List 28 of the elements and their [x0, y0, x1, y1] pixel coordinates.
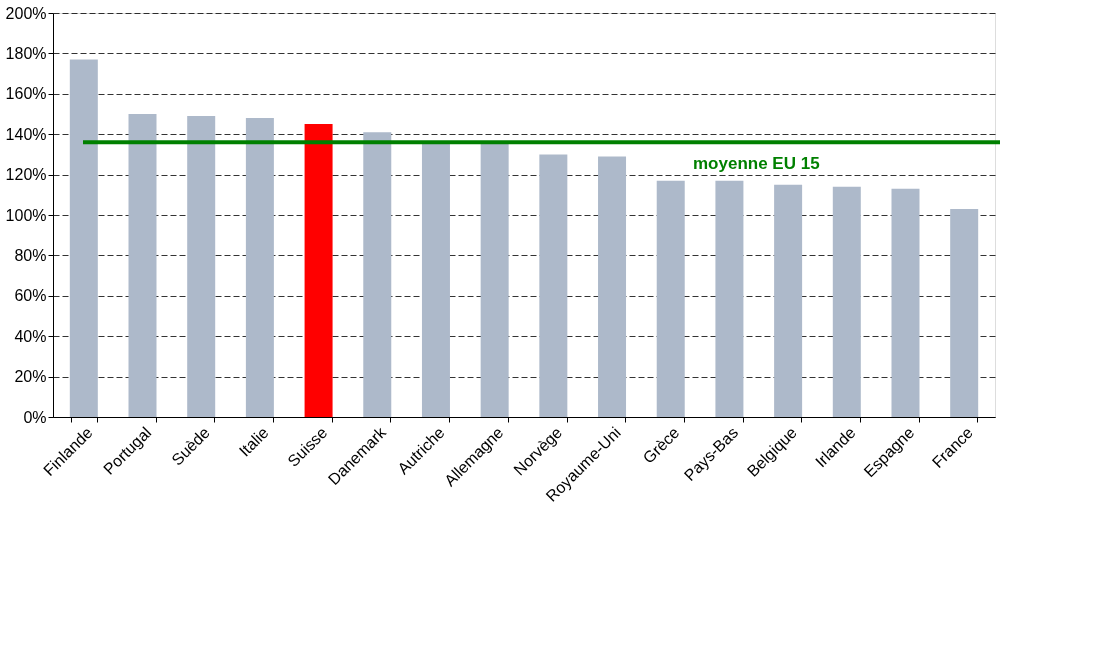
bar: [774, 184, 803, 417]
bar: [832, 186, 861, 417]
y-tick-label: 20%: [14, 368, 47, 386]
y-tick-label: 40%: [14, 327, 47, 345]
bar: [421, 142, 450, 417]
bar: [656, 180, 685, 417]
y-tick-label: 160%: [5, 85, 47, 103]
y-tick-label: 180%: [5, 44, 47, 62]
bar: [187, 116, 216, 417]
bar: [69, 59, 98, 417]
ref-line-label: moyenne EU 15: [693, 154, 820, 174]
y-tick-label: 120%: [5, 166, 47, 184]
bar: [304, 124, 333, 417]
bar: [715, 180, 744, 417]
bar: [598, 156, 627, 417]
y-tick-label: 200%: [5, 4, 47, 22]
bar: [539, 154, 568, 417]
bar: [950, 208, 979, 417]
bar: [363, 132, 392, 417]
bar: [891, 188, 920, 417]
y-tick-label: 0%: [23, 408, 47, 426]
bar: [128, 114, 157, 417]
y-tick-label: 100%: [5, 206, 47, 224]
y-tick-label: 60%: [14, 287, 47, 305]
y-tick-label: 80%: [14, 246, 47, 264]
y-tick-label: 140%: [5, 125, 47, 143]
bar: [245, 118, 274, 417]
bar: [480, 142, 509, 417]
